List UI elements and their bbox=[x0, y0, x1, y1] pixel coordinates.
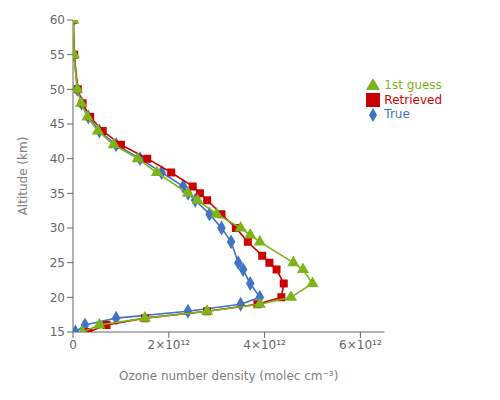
svg-text:Ozone number density (molec cm: Ozone number density (molec cm⁻³) bbox=[119, 369, 338, 383]
svg-text:55: 55 bbox=[50, 48, 65, 62]
svg-text:30: 30 bbox=[50, 221, 65, 235]
svg-text:4×10¹²: 4×10¹² bbox=[243, 338, 286, 352]
svg-text:0: 0 bbox=[69, 338, 77, 352]
html-text:True: True bbox=[384, 107, 410, 121]
svg-text:25: 25 bbox=[50, 256, 65, 270]
svg-text:Altitude (km): Altitude (km) bbox=[16, 137, 30, 216]
svg-text:6×10¹²: 6×10¹² bbox=[339, 338, 382, 352]
svg-text:60: 60 bbox=[50, 13, 65, 27]
svg-text:40: 40 bbox=[50, 152, 65, 166]
svg-text:15: 15 bbox=[50, 325, 65, 339]
svg-text:35: 35 bbox=[50, 187, 65, 201]
html-text:1st guess: 1st guess bbox=[384, 78, 442, 92]
html-text:Retrieved: Retrieved bbox=[384, 92, 442, 107]
svg-text:45: 45 bbox=[50, 117, 65, 131]
svg-text:20: 20 bbox=[50, 291, 65, 305]
svg-text:2×10¹²: 2×10¹² bbox=[148, 338, 191, 352]
svg-text:50: 50 bbox=[50, 83, 65, 97]
